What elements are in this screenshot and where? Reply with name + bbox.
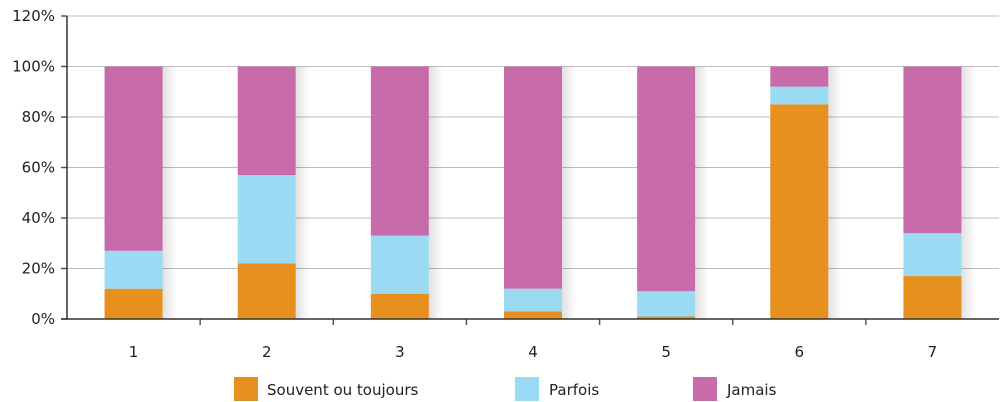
- bar-segment-2-cat-5: [637, 291, 696, 317]
- bar-shadow: [562, 66, 576, 319]
- bar-segment-1-cat-3: [370, 293, 429, 319]
- bar-segment-2-cat-2: [237, 175, 296, 264]
- bars: [104, 66, 962, 319]
- legend-swatch-1: [234, 377, 258, 401]
- bar-shadow: [961, 66, 976, 319]
- bar-segment-3-cat-1: [104, 66, 163, 251]
- bar-shadows: [162, 66, 976, 319]
- legend-label-2: Parfois: [549, 381, 599, 399]
- bar-segment-3-cat-5: [637, 66, 696, 292]
- axes: [61, 15, 999, 325]
- y-tick-label: 100%: [12, 58, 55, 76]
- legend-label-1: Souvent ou toujours: [267, 381, 419, 399]
- x-tick-label: 1: [129, 343, 139, 361]
- bar-segment-2-cat-3: [370, 235, 429, 294]
- bar-shadow: [695, 66, 710, 319]
- bar-segment-1-cat-4: [504, 311, 562, 319]
- bar-segment-3-cat-7: [903, 66, 962, 234]
- bar-segment-3-cat-4: [504, 66, 562, 289]
- x-tick-label: 3: [395, 343, 405, 361]
- legend-label-3: Jamais: [726, 381, 777, 399]
- y-tick-label: 80%: [22, 108, 55, 126]
- bar-shadow: [828, 66, 843, 319]
- y-tick-label: 0%: [31, 310, 55, 328]
- bar-segment-1-cat-5: [637, 316, 696, 319]
- bar-segment-1-cat-2: [237, 263, 296, 319]
- x-tick-label: 5: [661, 343, 671, 361]
- x-tick-label: 6: [795, 343, 805, 361]
- x-tick-label: 4: [528, 343, 538, 361]
- x-tick-label: 2: [262, 343, 272, 361]
- x-tick-label: 7: [928, 343, 938, 361]
- bar-segment-1-cat-7: [903, 276, 962, 319]
- legend: Souvent ou toujours Parfois Jamais: [234, 377, 777, 401]
- bar-segment-2-cat-4: [504, 288, 562, 312]
- tick-labels: 0% 20% 40% 60% 80% 100% 120% 1 2 3 4 5 6 7: [12, 7, 937, 361]
- bar-segment-2-cat-1: [104, 250, 163, 289]
- bar-segment-1-cat-1: [104, 288, 163, 319]
- y-tick-label: 40%: [22, 209, 55, 227]
- bar-shadow: [162, 66, 177, 319]
- bar-segment-1-cat-6: [770, 104, 829, 319]
- legend-swatch-3: [693, 377, 717, 401]
- y-tick-label: 20%: [22, 260, 55, 278]
- bar-segment-2-cat-6: [770, 86, 829, 105]
- bar-segment-3-cat-6: [770, 66, 829, 87]
- legend-swatch-2: [515, 377, 539, 401]
- y-tick-label: 60%: [22, 159, 55, 177]
- y-tick-label: 120%: [12, 7, 55, 25]
- bar-shadow: [428, 66, 443, 319]
- bar-segment-3-cat-2: [237, 66, 296, 176]
- bar-shadow: [295, 66, 310, 319]
- bar-segment-3-cat-3: [370, 66, 429, 236]
- bar-segment-2-cat-7: [903, 233, 962, 277]
